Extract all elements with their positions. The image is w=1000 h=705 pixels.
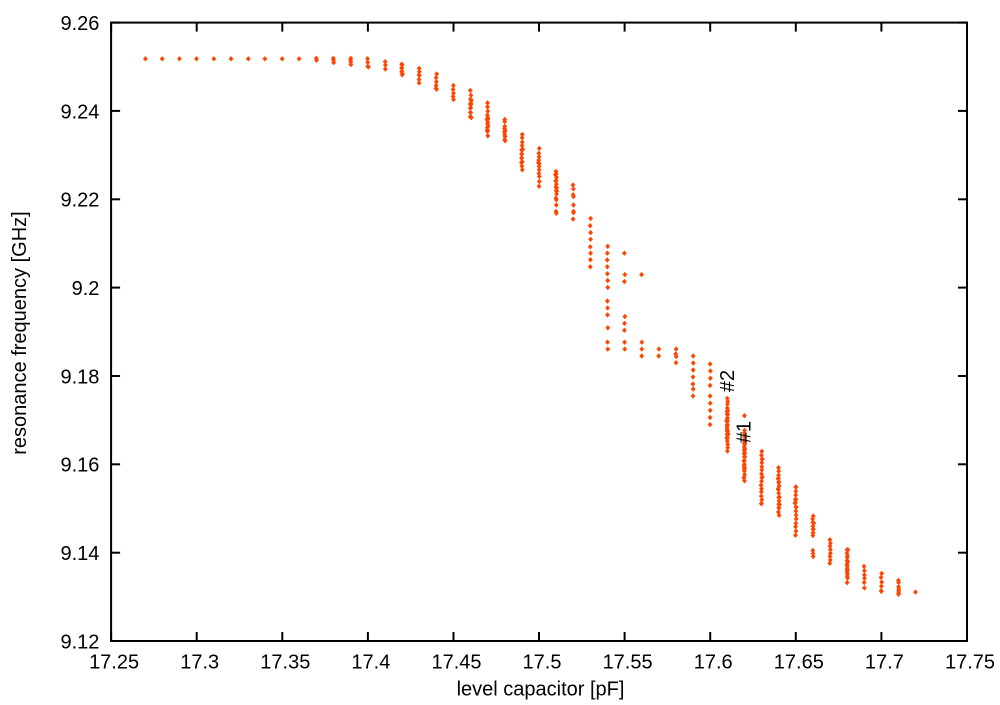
svg-text:17.55: 17.55 xyxy=(603,652,653,674)
svg-text:9.2: 9.2 xyxy=(72,278,100,300)
svg-text:#1: #1 xyxy=(734,421,756,443)
svg-text:17.45: 17.45 xyxy=(431,652,481,674)
svg-text:9.24: 9.24 xyxy=(60,101,99,123)
svg-text:17.6: 17.6 xyxy=(694,652,733,674)
svg-text:17.7: 17.7 xyxy=(865,652,904,674)
svg-text:17.35: 17.35 xyxy=(260,652,310,674)
svg-text:9.14: 9.14 xyxy=(60,543,99,565)
svg-text:#2: #2 xyxy=(717,370,739,392)
svg-text:9.12: 9.12 xyxy=(60,631,99,653)
svg-text:17.75: 17.75 xyxy=(945,652,995,674)
svg-text:17.65: 17.65 xyxy=(774,652,824,674)
svg-text:17.4: 17.4 xyxy=(351,652,390,674)
svg-text:17.25: 17.25 xyxy=(89,652,139,674)
svg-text:9.18: 9.18 xyxy=(60,366,99,388)
svg-text:9.22: 9.22 xyxy=(60,190,99,212)
svg-text:17.5: 17.5 xyxy=(523,652,562,674)
svg-text:17.3: 17.3 xyxy=(180,652,219,674)
svg-text:9.16: 9.16 xyxy=(60,455,99,477)
svg-text:resonance frequency [GHz]: resonance frequency [GHz] xyxy=(9,211,31,454)
svg-text:level capacitor [pF]: level capacitor [pF] xyxy=(457,679,625,701)
svg-text:9.26: 9.26 xyxy=(60,13,99,35)
